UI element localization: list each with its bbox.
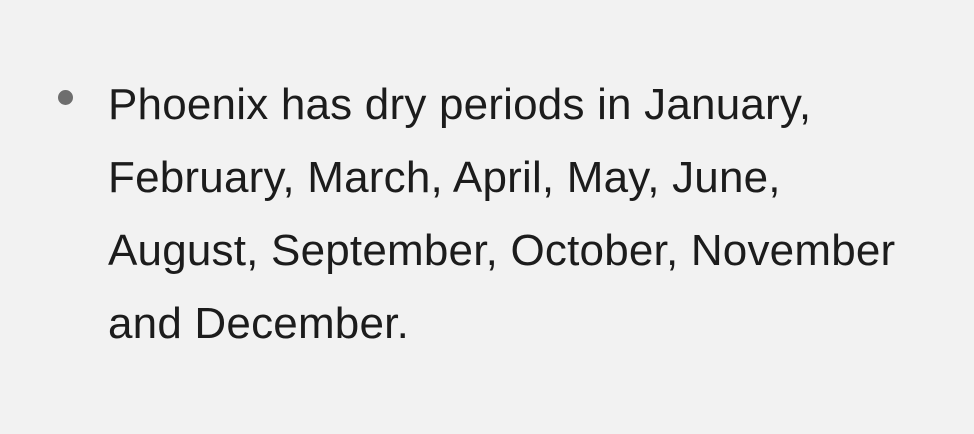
list-item: Phoenix has dry periods in January, Febr… [0, 68, 908, 360]
bullet-dot-icon [58, 90, 73, 105]
list-item-text: Phoenix has dry periods in January, Febr… [108, 80, 896, 348]
bullet-list: Phoenix has dry periods in January, Febr… [0, 68, 908, 360]
